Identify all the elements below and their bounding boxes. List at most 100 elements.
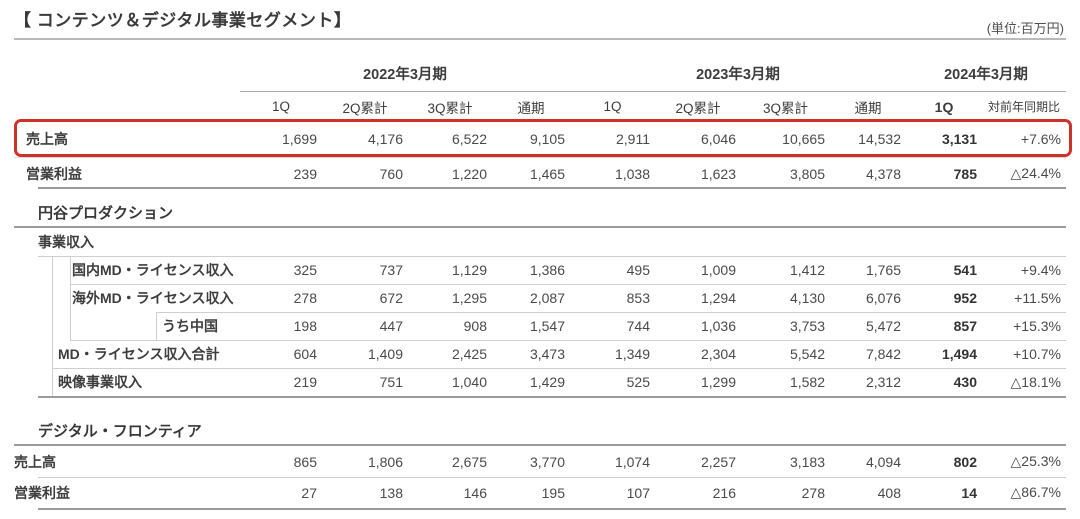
year-header-2023: 2023年3月期 [696,67,780,83]
value-cell: 3,131 [941,131,977,147]
row-cells: 1,699 4,176 6,522 9,105 2,911 6,046 10,665 14,5… [240,131,1066,147]
value-cell: 195 [541,484,565,501]
value-cell: △25.3% [1010,453,1061,469]
value-cell: △24.4% [1010,165,1061,181]
column-header-cell: 通期 [854,100,882,116]
row-label: MD・ライセンス収入合計 [58,346,220,362]
table-row-md-license-total: MD・ライセンス収入合計 604 1,409 2,425 3,473 1,349 2,30… [14,340,1066,368]
digital-frontier-table: 売上高 865 1,806 2,675 3,770 1,074 2,257 3,183 4,0… [14,446,1066,508]
value-cell: 219 [293,374,317,390]
row-label: 営業利益 [14,484,70,501]
divider [70,284,1066,285]
value-cell: 541 [953,262,977,278]
value-cell: 4,130 [789,290,825,306]
value-cell: 744 [626,318,650,334]
indent-line [70,256,71,340]
value-cell: 1,494 [941,346,977,362]
value-cell: 1,295 [451,290,487,306]
value-cell: 1,623 [700,165,736,182]
indent-line [156,312,157,340]
column-header-cell: 2Q累計 [342,100,388,116]
value-cell: 1,465 [529,165,565,182]
indent-line [52,256,53,396]
year-header-2024: 2024年3月期 [944,67,1028,83]
value-cell: 10,665 [782,131,825,147]
row-cells: 278 672 1,295 2,087 853 1,294 4,130 6,076 952 +11… [240,290,1066,306]
value-cell: 908 [463,318,487,334]
row-cells: 604 1,409 2,425 3,473 1,349 2,304 5,542 7,842 1,… [240,346,1066,362]
value-cell: 9,105 [529,131,565,147]
row-label: 国内MD・ライセンス収入 [72,262,234,278]
title-divider [14,38,1066,40]
value-cell: 1,765 [865,262,901,278]
unit-label: (単位:百万円) [986,21,1064,36]
value-cell: 857 [953,318,977,334]
value-cell: 4,094 [865,453,901,470]
quarter-header-row: 1Q 2Q累計 3Q累計 通期 1Q 2Q累計 3Q累計 通期 1Q 対前年同期比 [14,92,1066,121]
value-cell: 802 [953,453,977,470]
value-cell: △86.7% [1010,484,1061,500]
table-row-video-business: 映像事業収入 219 751 1,040 1,429 525 1,299 1,582 2,31… [14,368,1066,396]
value-cell: 1,547 [529,318,565,334]
value-cell: 1,582 [789,374,825,390]
divider [156,312,1066,313]
row-label: 海外MD・ライセンス収入 [72,290,234,306]
value-cell: 14 [961,484,977,501]
value-cell: 751 [379,374,403,390]
table-row-df-operating-profit: 営業利益 27 138 146 195 107 216 278 408 14 △86.7% [14,477,1066,508]
column-header-cell: 3Q累計 [762,100,808,116]
value-cell: 430 [953,374,977,390]
value-cell: 278 [801,484,825,501]
quarter-header-cells: 1Q 2Q累計 3Q累計 通期 1Q 2Q累計 3Q累計 通期 1Q 対前年同期比 [240,97,1066,117]
value-cell: 5,472 [865,318,901,334]
value-cell: 1,386 [529,262,565,278]
value-cell: 1,038 [614,165,650,182]
year-header-row: 2022年3月期 2023年3月期 2024年3月期 [14,56,1066,92]
value-cell: △18.1% [1010,373,1061,390]
row-cells: 219 751 1,040 1,429 525 1,299 1,582 2,312 430 △18… [240,374,1066,391]
table-row-df-revenue: 売上高 865 1,806 2,675 3,770 1,074 2,257 3,183 4,0… [14,446,1066,477]
value-cell: 1,294 [700,290,736,306]
value-cell: 495 [626,262,650,278]
value-cell: 14,532 [858,131,901,147]
value-cell: 216 [712,484,736,501]
value-cell: 2,911 [616,131,650,147]
row-label: 営業利益 [26,165,82,182]
value-cell: 6,076 [865,290,901,306]
value-cell: 1,009 [700,262,736,278]
value-cell: 107 [626,484,650,501]
value-cell: 1,220 [451,165,487,182]
tsuburaya-table: 事業収入 国内MD・ライセンス収入 325 737 1,129 1,386 495 1,0… [14,228,1066,396]
value-cell: +7.6% [1020,131,1061,147]
value-cell: 785 [953,165,977,182]
value-cell: 239 [293,165,317,182]
page-title: 【 コンテンツ＆デジタル事業セグメント】 [14,11,352,30]
column-header-cell: 1Q [934,98,954,115]
row-cells: 865 1,806 2,675 3,770 1,074 2,257 3,183 4,094 80… [240,453,1066,470]
column-header-cell: 3Q累計 [427,100,473,116]
section-bottom-divider [38,508,1066,510]
value-cell: 865 [293,453,317,470]
value-cell: 604 [293,346,317,362]
value-cell: 853 [626,290,650,306]
value-cell: 1,129 [451,262,487,278]
section-heading-digital-frontier: デジタル・フロンティア [38,423,202,440]
value-cell: 1,429 [529,374,565,390]
value-cell: +15.3% [1013,318,1061,334]
row-label: 売上高 [14,453,56,470]
value-cell: 325 [293,262,317,278]
value-cell: 27 [301,484,317,501]
value-cell: 7,842 [865,346,901,362]
table-row-operating-profit: 営業利益 239 760 1,220 1,465 1,038 1,623 3,805 4,37… [14,157,1066,189]
value-cell: 447 [379,318,403,334]
value-cell: 2,087 [529,290,565,306]
table-row-revenue: 売上高 1,699 4,176 6,522 9,105 2,911 6,046 10,665… [14,121,1066,157]
row-cells: 198 447 908 1,547 744 1,036 3,753 5,472 857 +15.3… [240,318,1066,334]
value-cell: 1,699 [281,131,317,147]
row-cells: 325 737 1,129 1,386 495 1,009 1,412 1,765 541 +9.… [240,262,1066,278]
value-cell: 2,257 [700,453,736,470]
value-cell: 760 [379,165,403,182]
value-cell: 4,378 [865,165,901,182]
section-bottom-divider [38,396,1066,398]
